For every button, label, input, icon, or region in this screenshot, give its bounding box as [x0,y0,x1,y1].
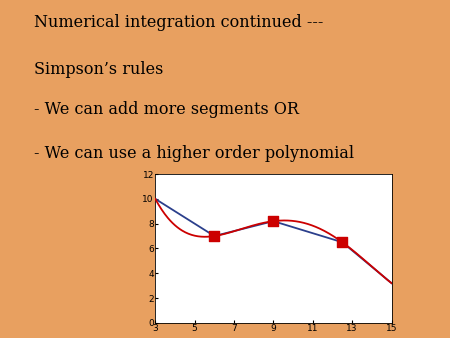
Point [339,240,346,245]
Text: - We can add more segments OR: - We can add more segments OR [34,101,299,118]
Text: Simpson’s rules: Simpson’s rules [34,61,163,78]
Text: Numerical integration continued ---: Numerical integration continued --- [34,14,323,30]
Text: - We can use a higher order polynomial: - We can use a higher order polynomial [34,145,354,162]
Point [211,233,218,239]
Point [270,218,277,224]
